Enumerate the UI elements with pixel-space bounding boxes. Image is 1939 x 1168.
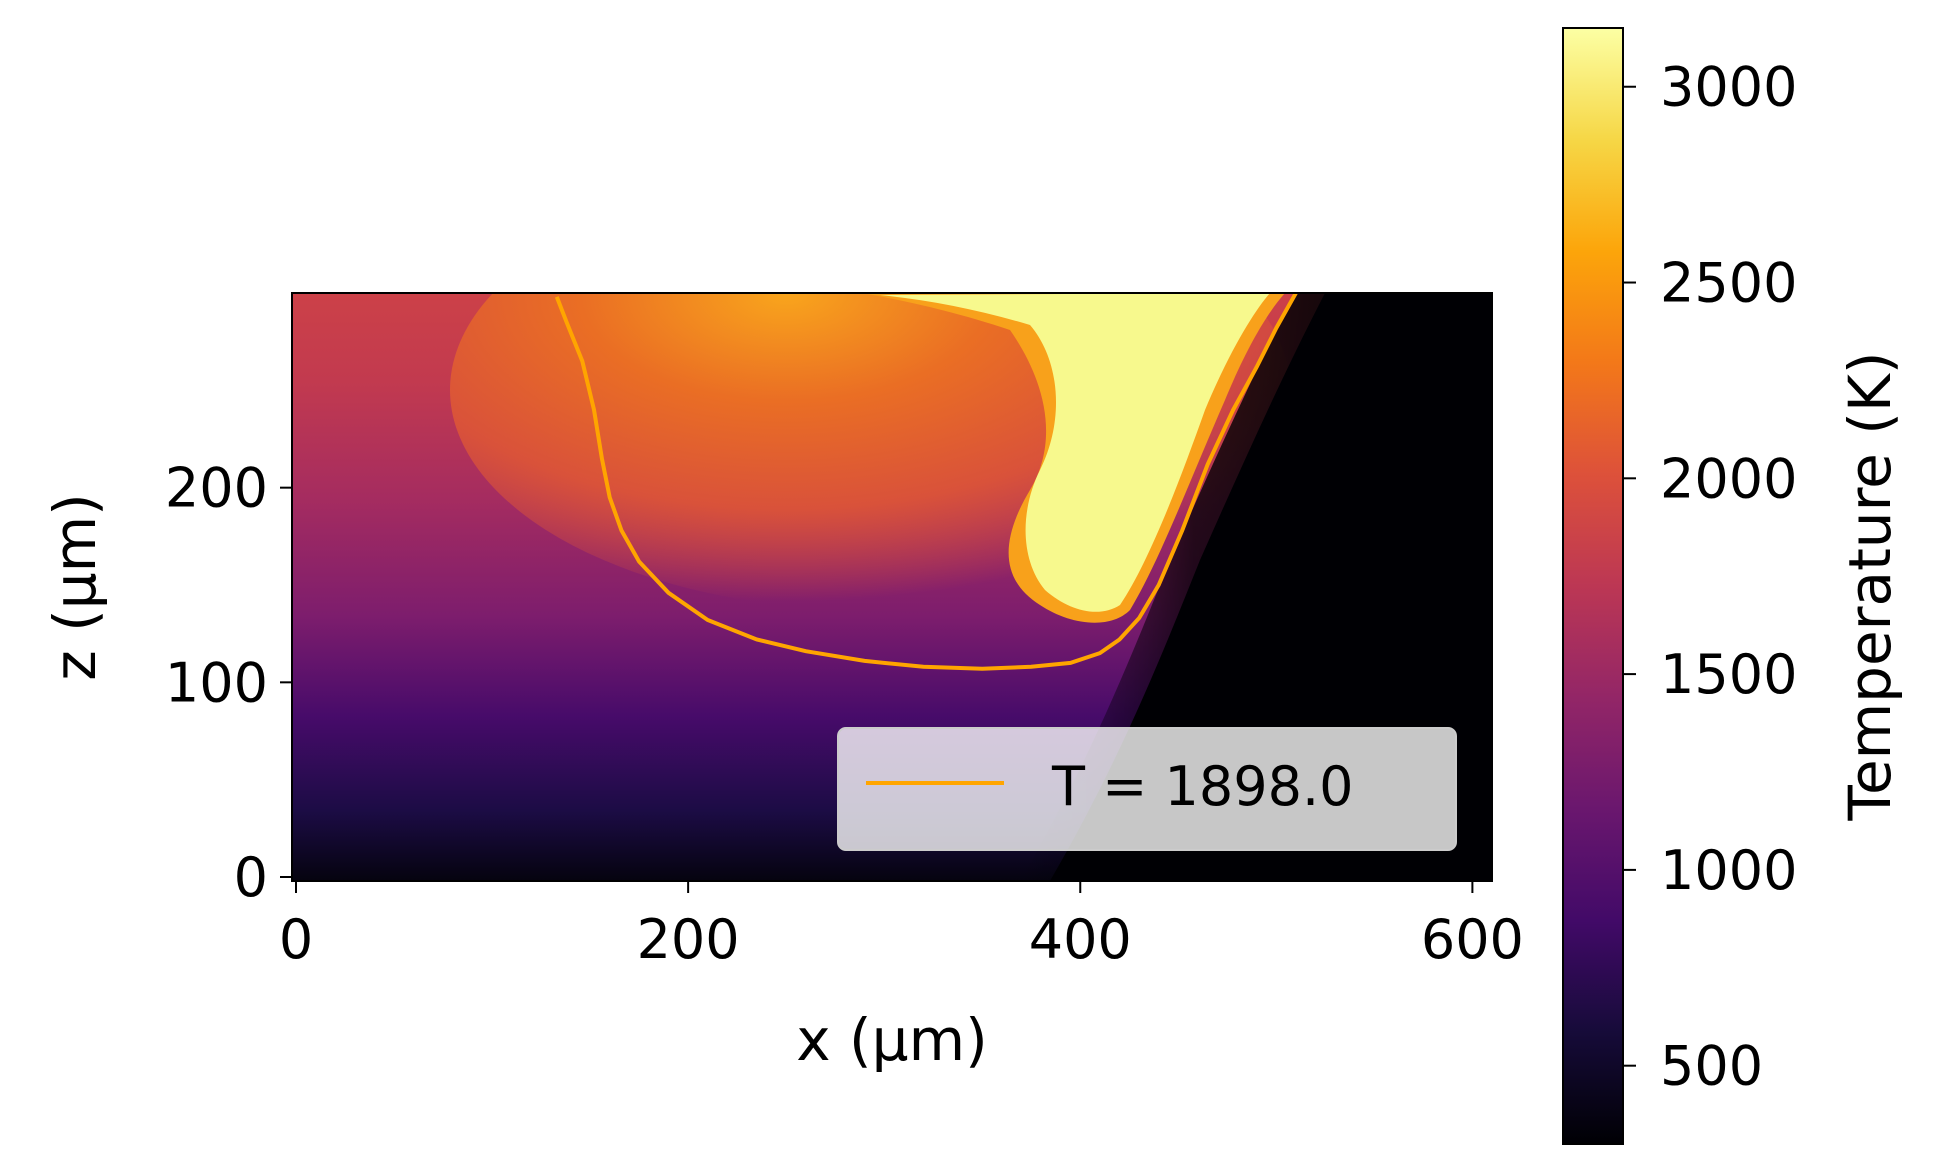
y-axis-ticks: 0 100 200 (165, 457, 292, 909)
legend: T = 1898.0 (837, 727, 1457, 851)
colorbar-tick-label: 500 (1660, 1035, 1763, 1098)
plot-area-frame (291, 292, 1493, 882)
x-axis-label: x (μm) (796, 1006, 987, 1074)
colorbar-gradient (1562, 27, 1624, 1145)
legend-entry-label: T = 1898.0 (1051, 755, 1354, 818)
y-axis-label: z (μm) (41, 493, 109, 681)
x-axis-ticks: 0 200 400 600 (279, 881, 1524, 971)
y-tick-label: 200 (165, 457, 268, 520)
colorbar-label: Temperature (K) (1836, 351, 1904, 821)
colorbar-tick-label: 2500 (1660, 252, 1797, 315)
x-tick-label: 400 (1029, 908, 1132, 971)
legend-box (837, 727, 1457, 851)
y-tick-label: 100 (165, 651, 268, 714)
colorbar-tick-label: 2000 (1660, 447, 1797, 510)
colorbar-tick-label: 1000 (1660, 839, 1797, 902)
colorbar-tick-label: 3000 (1660, 56, 1797, 119)
colorbar: 500 1000 1500 2000 2500 3000 Temperature (K) (1562, 27, 1904, 1145)
x-tick-label: 200 (637, 908, 740, 971)
contour-line-1898 (554, 293, 1298, 671)
y-tick-label: 0 (234, 846, 268, 909)
colorbar-ticks: 500 1000 1500 2000 2500 3000 (1623, 56, 1797, 1098)
colorbar-tick-label: 1500 (1660, 643, 1797, 706)
x-tick-label: 0 (279, 908, 313, 971)
x-tick-label: 600 (1421, 908, 1524, 971)
